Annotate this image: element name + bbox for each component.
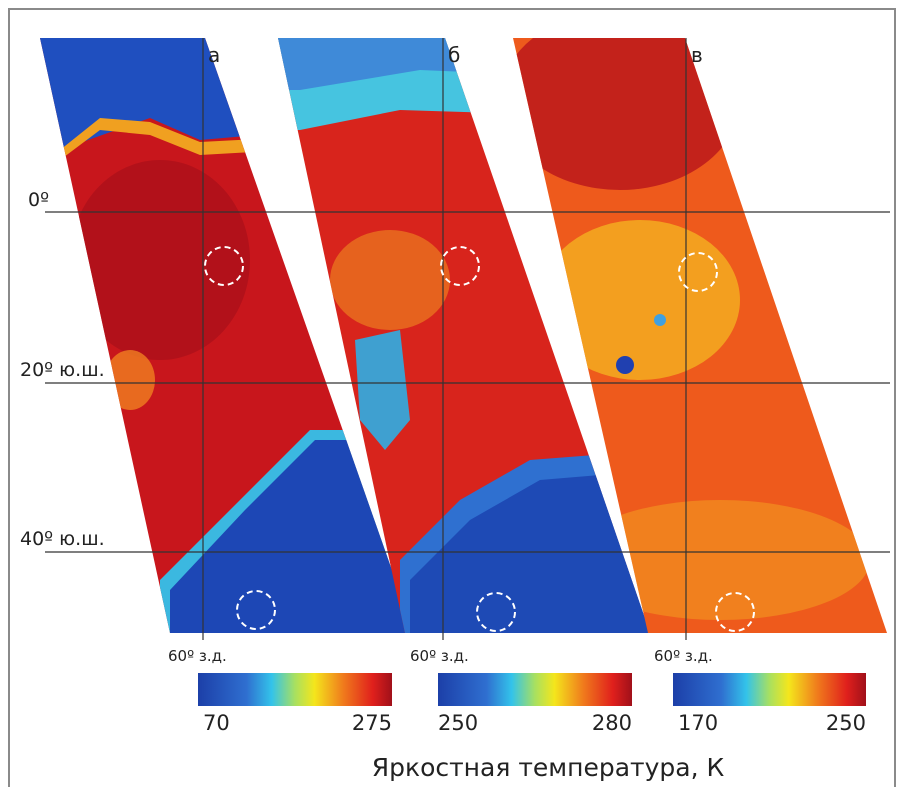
latitude-label: 0º [28, 189, 49, 211]
panel-label: а [208, 43, 220, 67]
figure: а б в 0º 20º ю.ш. 40º ю.ш. 60º з.д. 60º … [0, 0, 903, 787]
colorbar-max: 250 [826, 711, 866, 735]
colorbar-min: 250 [438, 711, 478, 735]
caption: Яркостная температура, К [372, 753, 725, 782]
colorbar [438, 673, 632, 706]
latitude-label: 40º ю.ш. [20, 528, 105, 550]
longitude-label: 60º з.д. [168, 647, 227, 665]
panel-label: б [448, 43, 460, 67]
longitude-label: 60º з.д. [410, 647, 469, 665]
colorbar-min: 70 [203, 711, 230, 735]
latitude-label: 20º ю.ш. [20, 359, 105, 381]
colorbar [673, 673, 866, 706]
colorbar [198, 673, 392, 706]
colorbar-min: 170 [678, 711, 718, 735]
colorbar-max: 280 [592, 711, 632, 735]
longitude-label: 60º з.д. [654, 647, 713, 665]
panel-label: в [691, 43, 703, 67]
colorbar-max: 275 [352, 711, 392, 735]
